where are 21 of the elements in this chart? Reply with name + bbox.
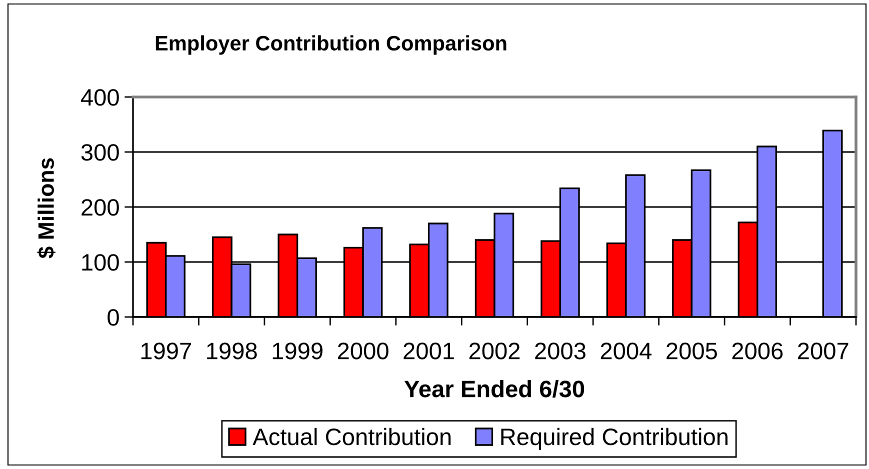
- y-tick-label: 300: [81, 144, 119, 161]
- x-tick-label: 1998: [207, 342, 257, 360]
- legend-label: Actual Contribution: [252, 428, 451, 446]
- x-tick-label: 1999: [272, 342, 322, 360]
- x-tick-label: 2005: [666, 342, 717, 360]
- legend-label: Required Contribution: [501, 428, 728, 450]
- y-tick-label: 0: [108, 309, 119, 326]
- x-tick-label: 2006: [732, 342, 783, 360]
- x-tick-label: 2000: [338, 342, 388, 360]
- x-tick-label: 2003: [535, 342, 586, 360]
- x-tick-label: 2002: [469, 342, 520, 360]
- x-tick-label: 2007: [798, 342, 848, 360]
- x-tick-label: 2001: [404, 342, 454, 360]
- y-tick-label: 400: [80, 89, 119, 106]
- y-tick-label: 200: [82, 199, 119, 216]
- chart-title: Employer Contribution Comparison: [156, 35, 506, 55]
- x-tick-label: 2004: [600, 342, 652, 360]
- x-tick-label: 1997: [141, 342, 191, 360]
- y-tick-label: 100: [82, 254, 119, 271]
- x-axis-title: Year Ended 6/30: [404, 380, 584, 398]
- y-axis-title: $ Millions: [37, 158, 56, 258]
